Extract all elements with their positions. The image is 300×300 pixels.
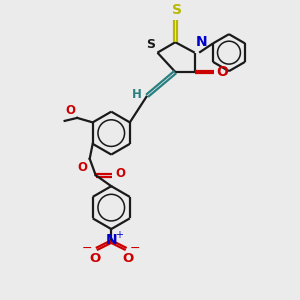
Text: O: O [217,65,228,79]
Text: S: S [146,38,155,51]
Text: H: H [132,88,142,101]
Text: −: − [130,242,140,255]
Text: O: O [77,161,87,174]
Text: O: O [89,252,100,265]
Text: O: O [65,104,75,117]
Text: +: + [116,230,123,240]
Text: N: N [196,35,208,49]
Text: O: O [115,167,125,180]
Text: N: N [106,233,118,247]
Text: S: S [172,4,182,17]
Text: O: O [122,252,134,265]
Text: −: − [82,242,93,255]
